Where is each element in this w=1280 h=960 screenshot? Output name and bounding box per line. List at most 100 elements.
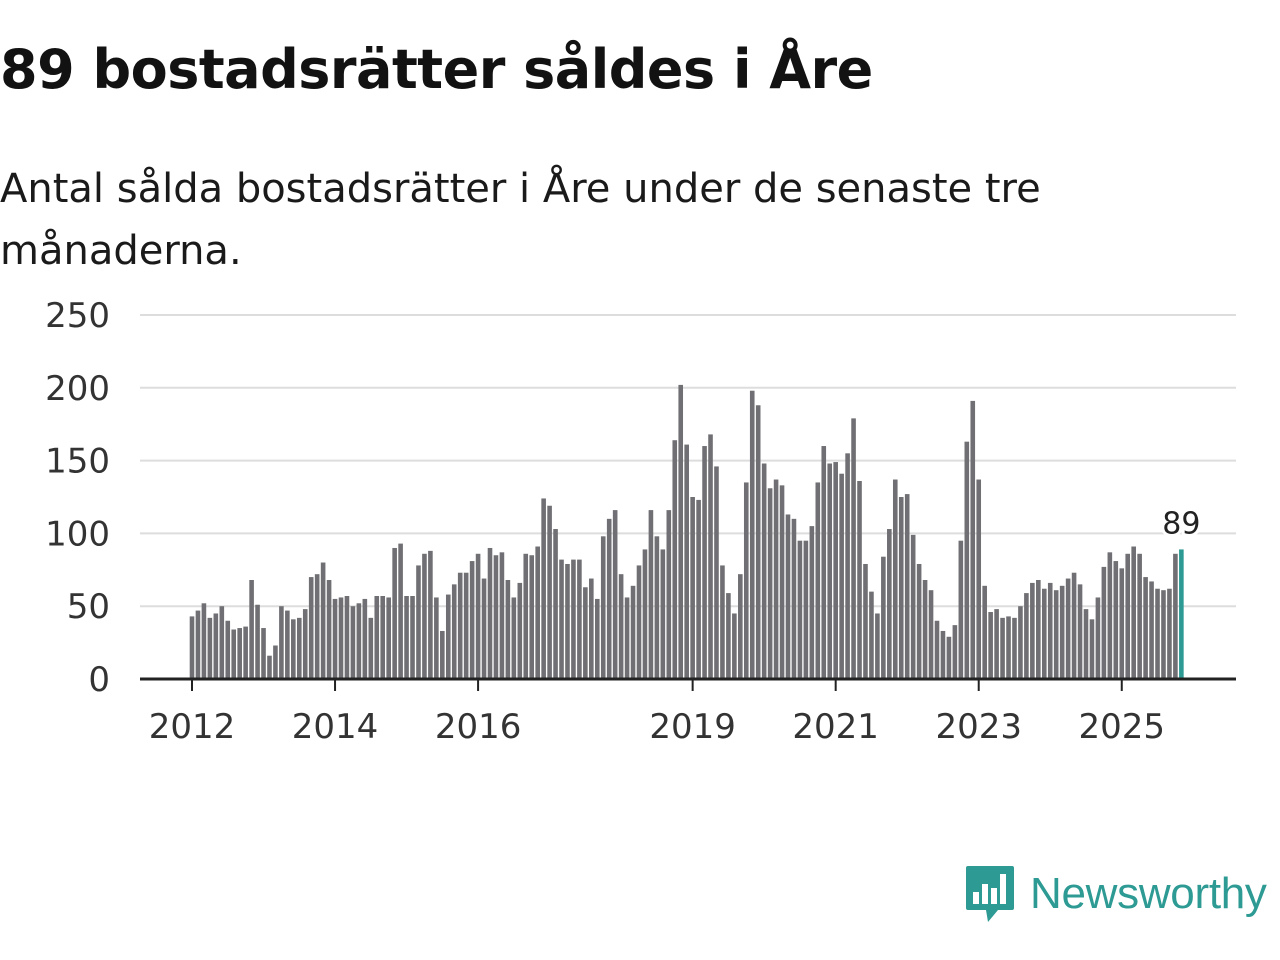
bar <box>296 617 302 679</box>
bar <box>1167 588 1172 679</box>
bar <box>261 628 266 679</box>
bar <box>1137 553 1142 679</box>
bar <box>302 609 308 679</box>
bar <box>1125 553 1131 679</box>
bar <box>356 603 362 679</box>
brand-name: Newsworthy <box>1030 869 1267 918</box>
bar <box>523 553 529 679</box>
bar <box>505 579 511 679</box>
bar <box>839 473 844 679</box>
bar <box>386 597 391 679</box>
x-tick-label: 2012 <box>149 707 236 747</box>
bar <box>654 536 660 679</box>
bar <box>201 603 207 679</box>
bar <box>791 518 797 679</box>
page-title: 89 bostadsrätter såldes i Åre <box>0 38 873 101</box>
y-tick-label: 100 <box>45 514 110 554</box>
bar <box>684 444 689 679</box>
bar <box>964 441 970 679</box>
bar <box>636 565 642 679</box>
bar <box>428 550 433 679</box>
bar <box>887 529 892 679</box>
x-tick-label: 2019 <box>649 707 736 747</box>
bar <box>451 584 457 679</box>
bar <box>380 596 386 679</box>
bar <box>499 552 505 679</box>
bar <box>320 562 326 679</box>
bar <box>755 405 761 679</box>
bar <box>577 559 582 679</box>
bar <box>565 563 570 679</box>
bar <box>326 579 332 679</box>
bar <box>231 629 237 679</box>
bar <box>517 582 523 679</box>
bar <box>922 579 928 679</box>
bar <box>529 555 535 679</box>
axis-layer: 0 50 100 150 200 250 89 2012 2014 2016 2019 2021 202… <box>45 296 1236 747</box>
bar <box>910 534 916 679</box>
x-tick-label: 2025 <box>1078 707 1165 747</box>
bar <box>1012 617 1017 679</box>
bar <box>267 655 272 679</box>
bar <box>559 559 564 679</box>
bar <box>243 626 248 679</box>
bar <box>445 594 451 679</box>
bar <box>511 597 517 679</box>
bar <box>1089 619 1095 679</box>
bar <box>767 488 773 679</box>
bar <box>672 440 678 679</box>
bar <box>469 561 475 679</box>
bar <box>1173 553 1178 679</box>
bar <box>416 565 421 679</box>
bar <box>648 510 654 679</box>
bar <box>743 482 749 679</box>
bar <box>821 446 827 679</box>
bar <box>291 619 296 679</box>
bar <box>803 540 809 679</box>
bar <box>898 497 904 679</box>
bar <box>892 479 898 679</box>
bar <box>273 645 278 679</box>
bar <box>1107 552 1113 679</box>
bar <box>589 578 594 679</box>
bar <box>940 630 946 679</box>
bar <box>863 563 868 679</box>
bar <box>785 514 791 679</box>
bar <box>1053 590 1059 679</box>
x-tick-label: 2023 <box>935 707 1022 747</box>
bar <box>594 598 600 679</box>
bar <box>1059 585 1065 679</box>
y-tick-label: 150 <box>45 442 110 482</box>
bar <box>708 434 713 679</box>
bar <box>1041 588 1047 679</box>
bar <box>487 547 493 679</box>
bar <box>1036 579 1041 679</box>
bar <box>994 609 999 679</box>
bar <box>535 546 540 679</box>
x-tick-label: 2014 <box>292 707 379 747</box>
bar <box>916 563 922 679</box>
bar <box>463 572 469 679</box>
bar <box>642 549 648 679</box>
y-tick-label: 50 <box>67 587 110 627</box>
bar <box>1155 588 1160 679</box>
bar <box>720 565 725 679</box>
bar <box>440 630 445 679</box>
bar <box>1024 593 1029 679</box>
bar <box>285 610 290 679</box>
bar <box>1143 577 1148 679</box>
bar <box>1030 582 1035 679</box>
newsworthy-icon <box>966 866 1014 922</box>
bar <box>630 585 636 679</box>
bar <box>881 556 886 679</box>
bar <box>988 612 993 679</box>
bar <box>1018 606 1023 679</box>
bar <box>493 555 499 679</box>
bar <box>219 606 225 679</box>
x-tick-label: 2016 <box>435 707 522 747</box>
bar-layer <box>189 384 1184 679</box>
bar <box>362 598 368 679</box>
bar <box>976 479 982 679</box>
bar <box>797 540 803 679</box>
bar <box>1149 581 1154 679</box>
